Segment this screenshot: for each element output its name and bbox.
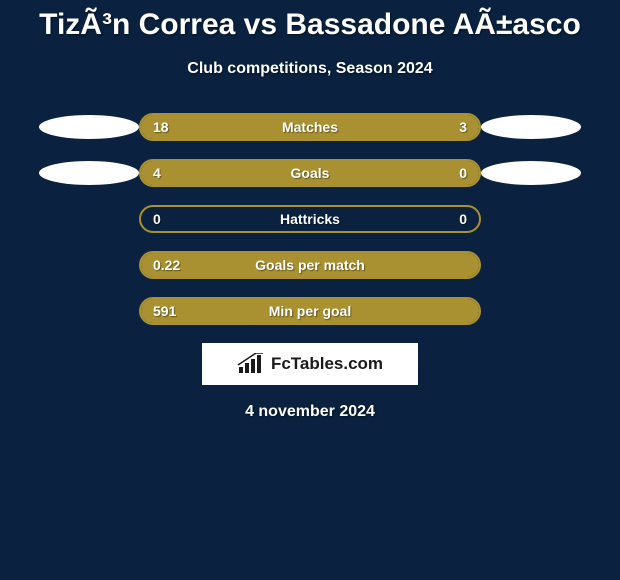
date-label: 4 november 2024 <box>0 403 620 421</box>
stat-row-hattricks: 0 Hattricks 0 <box>0 205 620 233</box>
bar-goals: 4 Goals 0 <box>139 159 481 187</box>
right-value: 0 <box>459 165 467 181</box>
left-marker-matches <box>39 113 139 141</box>
stats-container: 18 Matches 3 4 Goals 0 0 Hattricks <box>0 113 620 325</box>
left-value: 0.22 <box>153 257 180 273</box>
bar-matches: 18 Matches 3 <box>139 113 481 141</box>
left-value: 4 <box>153 165 161 181</box>
ellipse-icon <box>39 161 139 185</box>
left-marker-goals <box>39 159 139 187</box>
right-marker-goals <box>481 159 581 187</box>
bar-left-fill <box>141 115 405 139</box>
stat-row-mpg: 591 Min per goal <box>0 297 620 325</box>
stat-row-matches: 18 Matches 3 <box>0 113 620 141</box>
chart-icon <box>237 353 265 375</box>
stat-label: Goals <box>291 165 330 181</box>
ellipse-icon <box>481 161 581 185</box>
stat-row-goals: 4 Goals 0 <box>0 159 620 187</box>
fctables-logo[interactable]: FcTables.com <box>202 343 418 385</box>
stat-label: Hattricks <box>280 211 340 227</box>
bar-hattricks: 0 Hattricks 0 <box>139 205 481 233</box>
left-value: 18 <box>153 119 169 135</box>
comparison-title: TizÃ³n Correa vs Bassadone AÃ±asco <box>0 0 620 42</box>
stat-label: Matches <box>282 119 338 135</box>
bar-gpm: 0.22 Goals per match <box>139 251 481 279</box>
stat-label: Goals per match <box>255 257 365 273</box>
ellipse-icon <box>39 115 139 139</box>
ellipse-icon <box>481 115 581 139</box>
stat-label: Min per goal <box>269 303 351 319</box>
left-value: 0 <box>153 211 161 227</box>
left-value: 591 <box>153 303 176 319</box>
bar-mpg: 591 Min per goal <box>139 297 481 325</box>
stat-row-gpm: 0.22 Goals per match <box>0 251 620 279</box>
right-value: 0 <box>459 211 467 227</box>
logo-text: FcTables.com <box>271 354 383 374</box>
comparison-subtitle: Club competitions, Season 2024 <box>0 60 620 78</box>
bar-left-fill <box>141 161 411 185</box>
right-value: 3 <box>459 119 467 135</box>
bar-right-fill <box>411 161 479 185</box>
right-marker-matches <box>481 113 581 141</box>
bar-right-fill <box>405 115 479 139</box>
